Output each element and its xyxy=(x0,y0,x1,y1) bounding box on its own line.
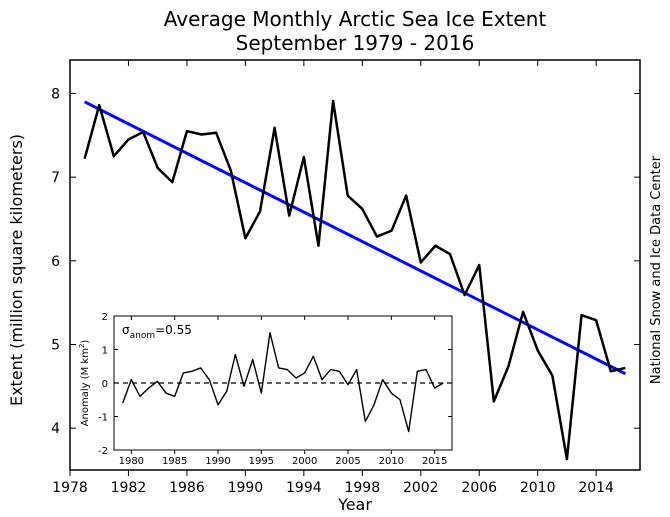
x-tick-label: 2014 xyxy=(578,480,614,496)
inset-x-tick: 2005 xyxy=(335,456,360,467)
x-tick-label: 2010 xyxy=(520,480,556,496)
inset-y-tick: 0 xyxy=(102,379,108,390)
inset-y-label: Anomaly (M km2) xyxy=(78,340,91,427)
y-tick-label: 7 xyxy=(51,170,60,186)
chart-title-1: Average Monthly Arctic Sea Ice Extent xyxy=(164,7,547,31)
credit-label: National Snow and Ice Data Center xyxy=(649,155,664,384)
inset-x-tick: 1990 xyxy=(205,456,230,467)
inset-y-tick: -1 xyxy=(98,413,108,424)
y-tick-label: 6 xyxy=(51,254,60,270)
inset-plot: 19801985199019952000200520102015-2-1012σ… xyxy=(78,312,452,467)
x-tick-label: 1982 xyxy=(111,480,147,496)
inset-y-tick: 1 xyxy=(102,346,108,357)
x-tick-label: 1990 xyxy=(228,480,264,496)
inset-x-tick: 2000 xyxy=(292,456,317,467)
chart-title-2: September 1979 - 2016 xyxy=(236,31,475,55)
y-tick-label: 8 xyxy=(51,86,60,102)
x-tick-label: 2006 xyxy=(461,480,497,496)
y-tick-label: 5 xyxy=(51,337,60,353)
y-tick-label: 4 xyxy=(51,421,60,437)
x-tick-label: 1986 xyxy=(169,480,205,496)
inset-y-tick: -2 xyxy=(98,446,108,457)
chart-root: Average Monthly Arctic Sea Ice Extent Se… xyxy=(0,0,670,517)
y-axis-label: Extent (million square kilometers) xyxy=(7,134,26,406)
x-tick-label: 1994 xyxy=(286,480,322,496)
x-axis-label: Year xyxy=(337,495,372,514)
x-tick-label: 2002 xyxy=(403,480,439,496)
inset-x-tick: 2015 xyxy=(422,456,447,467)
x-tick-label: 1998 xyxy=(344,480,380,496)
inset-x-tick: 1980 xyxy=(119,456,144,467)
x-tick-label: 1978 xyxy=(52,480,88,496)
inset-x-tick: 1995 xyxy=(249,456,274,467)
inset-x-tick: 1985 xyxy=(162,456,187,467)
inset-x-tick: 2010 xyxy=(379,456,404,467)
inset-y-tick: 2 xyxy=(102,312,108,323)
